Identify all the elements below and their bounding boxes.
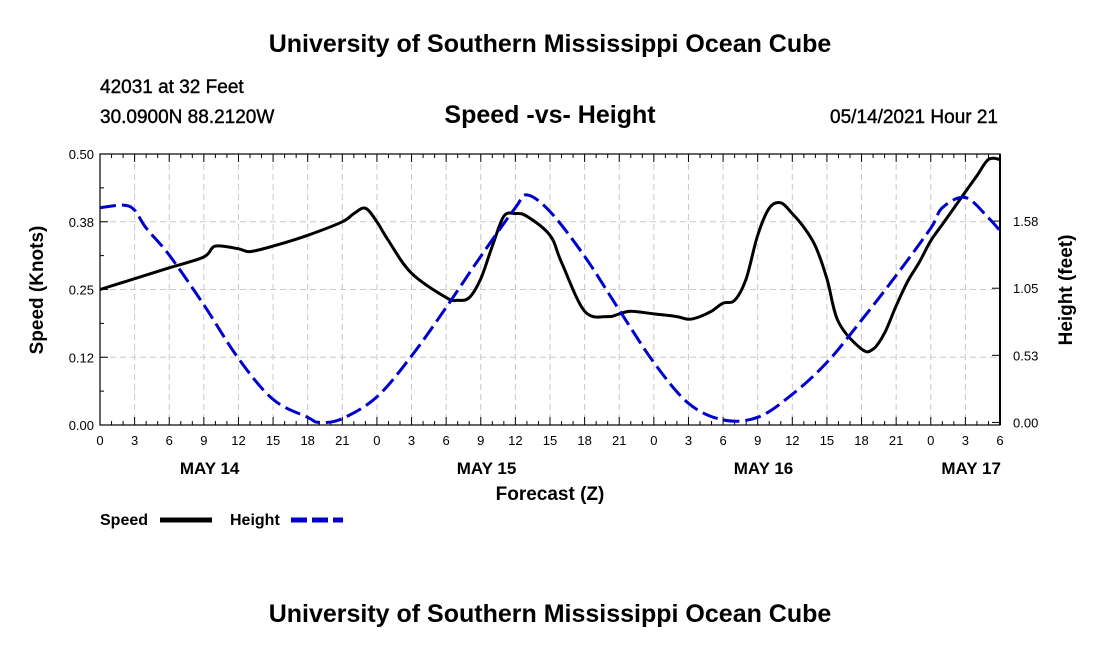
x-tick-label: 15 — [820, 433, 834, 448]
y2-tick-label: 0.53 — [1013, 348, 1038, 363]
x-tick-label: 12 — [508, 433, 522, 448]
y2-tick-label: 1.05 — [1013, 281, 1038, 296]
x-tick-label: 3 — [131, 433, 138, 448]
legend-label-height: Height — [230, 512, 280, 529]
x-tick-label: 15 — [266, 433, 280, 448]
x-tick-label: 18 — [854, 433, 868, 448]
x-tick-label: 6 — [443, 433, 450, 448]
x-tick-label: 0 — [650, 433, 657, 448]
y2-tick-label: 0.00 — [1013, 415, 1038, 430]
x-tick-label: 0 — [373, 433, 380, 448]
x-tick-label: 21 — [335, 433, 349, 448]
day-label: MAY 15 — [457, 459, 517, 478]
x-tick-label: 15 — [543, 433, 557, 448]
x-tick-label: 3 — [408, 433, 415, 448]
y-tick-label: 0.12 — [69, 350, 94, 365]
day-label: MAY 16 — [734, 459, 794, 478]
x-tick-label: 0 — [927, 433, 934, 448]
station-label: 42031 at 32 Feet — [100, 77, 244, 98]
y2-tick-label: 1.58 — [1013, 214, 1038, 229]
legend: Speed Height — [100, 512, 343, 529]
x-tick-label: 3 — [962, 433, 969, 448]
x-tick-label: 9 — [200, 433, 207, 448]
tick-layer: 0 3 6 9 12 15 18 21 0 3 6 9 12 15 18 21 0 3 6 9 12 15 18 21 0 3 6M… — [69, 147, 1039, 478]
x-tick-label: 12 — [785, 433, 799, 448]
y-axis-title: Speed (Knots) — [27, 226, 48, 355]
x-tick-label: 6 — [996, 433, 1003, 448]
y-tick-label: 0.00 — [69, 418, 94, 433]
day-label: MAY 17 — [941, 459, 1001, 478]
x-tick-label: 0 — [96, 433, 103, 448]
day-label: MAY 14 — [180, 459, 240, 478]
x-tick-label: 6 — [719, 433, 726, 448]
x-tick-label: 18 — [300, 433, 314, 448]
x-tick-label: 6 — [166, 433, 173, 448]
x-tick-label: 12 — [231, 433, 245, 448]
y2-axis-title: Height (feet) — [1056, 235, 1077, 346]
y-tick-label: 0.25 — [69, 283, 94, 298]
chart-title: University of Southern Mississippi Ocean… — [268, 30, 832, 58]
x-tick-label: 3 — [685, 433, 692, 448]
grid-layer — [100, 154, 1000, 425]
x-axis-title: Forecast (Z) — [496, 484, 605, 505]
y-tick-label: 0.50 — [69, 147, 94, 162]
x-tick-label: 21 — [612, 433, 626, 448]
x-tick-label: 9 — [754, 433, 761, 448]
legend-label-speed: Speed — [100, 512, 148, 529]
footer-title: University of Southern Mississippi Ocean… — [268, 600, 832, 628]
coordinates-label: 30.0900N 88.2120W — [100, 107, 275, 128]
y-tick-label: 0.38 — [69, 215, 94, 230]
x-tick-label: 21 — [889, 433, 903, 448]
series-layer — [99, 156, 1002, 425]
x-tick-label: 9 — [477, 433, 484, 448]
series-line-height — [99, 193, 1002, 425]
x-tick-label: 18 — [577, 433, 591, 448]
series-line-speed — [99, 156, 1001, 354]
forecast-datetime: 05/14/2021 Hour 21 — [830, 107, 998, 128]
chart-subtitle: Speed -vs- Height — [444, 101, 656, 129]
